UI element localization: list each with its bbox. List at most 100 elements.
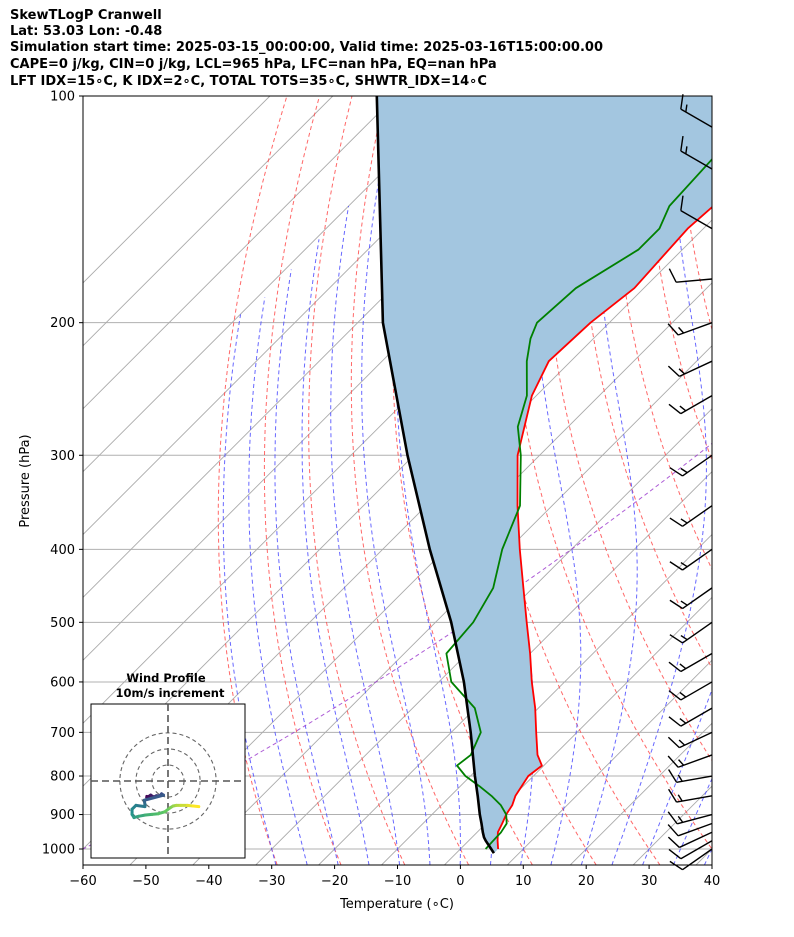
x-tick-label: −40 bbox=[195, 874, 222, 889]
shaded-area bbox=[376, 96, 712, 854]
wind-barb bbox=[680, 94, 713, 128]
y-tick-label: 700 bbox=[50, 726, 75, 741]
isotherm-line bbox=[83, 96, 334, 347]
wind-profile-inset: Wind Profile 10m/s increment bbox=[90, 671, 246, 859]
wind-barb bbox=[668, 652, 713, 673]
x-tick-label: 10 bbox=[515, 874, 532, 889]
x-tick-label: −30 bbox=[258, 874, 285, 889]
x-tick-label: −10 bbox=[384, 874, 411, 889]
x-tick-label: 20 bbox=[578, 874, 595, 889]
wind-barb bbox=[669, 454, 713, 477]
y-tick-label: 900 bbox=[50, 808, 75, 823]
wind-barb bbox=[667, 322, 713, 336]
wind-barb bbox=[668, 840, 713, 860]
wind-barb bbox=[680, 195, 713, 230]
dry-adiabat bbox=[217, 96, 288, 865]
wind-barb bbox=[669, 505, 713, 527]
wind-barb bbox=[669, 548, 713, 571]
inset-title-2: 10m/s increment bbox=[116, 686, 225, 700]
isotherm-line bbox=[759, 96, 794, 865]
wind-barb bbox=[669, 848, 713, 871]
wind-barb bbox=[668, 788, 713, 803]
temperature-line bbox=[496, 206, 712, 850]
moist-adiabat bbox=[301, 239, 370, 865]
axis-ticks: −60 −50 −40 −30 −20 −10 0 10 20 30 40 1000 900 800 700… bbox=[42, 90, 720, 890]
wind-barb bbox=[668, 681, 713, 701]
y-tick-label: 500 bbox=[50, 616, 75, 631]
y-axis-label: Pressure (hPa) bbox=[18, 434, 33, 527]
dry-adiabat bbox=[709, 96, 712, 126]
wind-barbs bbox=[667, 94, 713, 871]
moist-adiabat bbox=[672, 777, 712, 865]
y-tick-label: 800 bbox=[50, 770, 75, 785]
moist-adiabat bbox=[580, 96, 638, 865]
x-axis-label: Temperature (∘C) bbox=[339, 897, 454, 912]
moist-adiabat bbox=[530, 96, 582, 865]
moist-adiabat bbox=[395, 141, 461, 865]
hodograph-segment bbox=[142, 793, 166, 802]
isotherm-line bbox=[318, 470, 712, 865]
wind-barb bbox=[667, 754, 713, 768]
moist-adiabat bbox=[611, 96, 707, 865]
wind-barb bbox=[669, 587, 713, 610]
isotherm-line bbox=[695, 848, 712, 865]
title-station: SkewTLogP Cranwell bbox=[10, 8, 162, 23]
isotherm-line bbox=[507, 659, 712, 865]
dry-adiabat bbox=[543, 96, 712, 762]
y-tick-label: 200 bbox=[50, 316, 75, 331]
title-location: Lat: 53.03 Lon: -0.48 bbox=[10, 24, 163, 39]
x-tick-label: 0 bbox=[456, 874, 464, 889]
moist-adiabat bbox=[361, 181, 431, 865]
y-tick-label: 1000 bbox=[42, 843, 75, 858]
moist-adiabat bbox=[703, 847, 712, 865]
dry-adiabat bbox=[611, 96, 712, 571]
y-tick-label: 400 bbox=[50, 543, 75, 558]
isotherm-line bbox=[192, 345, 712, 865]
wind-barb bbox=[668, 707, 713, 727]
dry-adiabat bbox=[263, 96, 342, 865]
title-indices-2: LFT IDX=15∘C, K IDX=2∘C, TOTAL TOTS=35∘C… bbox=[10, 74, 487, 89]
cape-shading bbox=[376, 96, 712, 854]
wind-barb bbox=[667, 731, 713, 749]
moist-adiabat bbox=[642, 688, 712, 865]
dry-adiabat bbox=[308, 96, 406, 865]
x-tick-label: −50 bbox=[132, 874, 159, 889]
y-tick-label: 600 bbox=[50, 675, 75, 690]
x-tick-label: 40 bbox=[704, 874, 721, 889]
isotherm-line bbox=[83, 96, 397, 410]
wind-barb bbox=[667, 822, 713, 837]
hodograph-segment bbox=[134, 803, 147, 809]
isotherm-line bbox=[444, 596, 712, 865]
profiles bbox=[375, 96, 712, 854]
moist-adiabat bbox=[274, 269, 339, 865]
parcel-line bbox=[375, 96, 495, 854]
wind-barb bbox=[667, 831, 713, 849]
isotherm-line bbox=[83, 96, 459, 473]
x-tick-label: −20 bbox=[321, 874, 348, 889]
wind-barb bbox=[668, 395, 713, 415]
dry-adiabat bbox=[775, 96, 794, 865]
isotherm-line bbox=[569, 722, 712, 865]
wind-barb bbox=[667, 360, 713, 378]
hodograph-segment bbox=[191, 804, 201, 809]
y-tick-label: 100 bbox=[50, 90, 75, 105]
x-tick-label: −60 bbox=[69, 874, 96, 889]
wind-barb bbox=[669, 621, 713, 644]
dewpoint-line bbox=[445, 157, 712, 850]
wind-barb bbox=[668, 268, 713, 283]
isotherm-line bbox=[83, 96, 271, 284]
moist-adiabat bbox=[222, 314, 277, 865]
x-tick-label: 30 bbox=[641, 874, 658, 889]
moist-adiabat bbox=[248, 297, 308, 865]
isotherm-line bbox=[255, 408, 712, 865]
dry-adiabat bbox=[743, 96, 794, 865]
title-indices-1: CAPE=0 j/kg, CIN=0 j/kg, LCL=965 hPa, LF… bbox=[10, 57, 497, 72]
dry-adiabat bbox=[350, 96, 470, 865]
wind-barb bbox=[680, 135, 713, 170]
title-times: Simulation start time: 2025-03-15_00:00:… bbox=[10, 40, 603, 55]
inset-title-1: Wind Profile bbox=[126, 671, 206, 685]
wind-barb bbox=[668, 769, 713, 783]
wind-barb bbox=[667, 811, 713, 825]
dry-adiabat bbox=[391, 96, 533, 865]
